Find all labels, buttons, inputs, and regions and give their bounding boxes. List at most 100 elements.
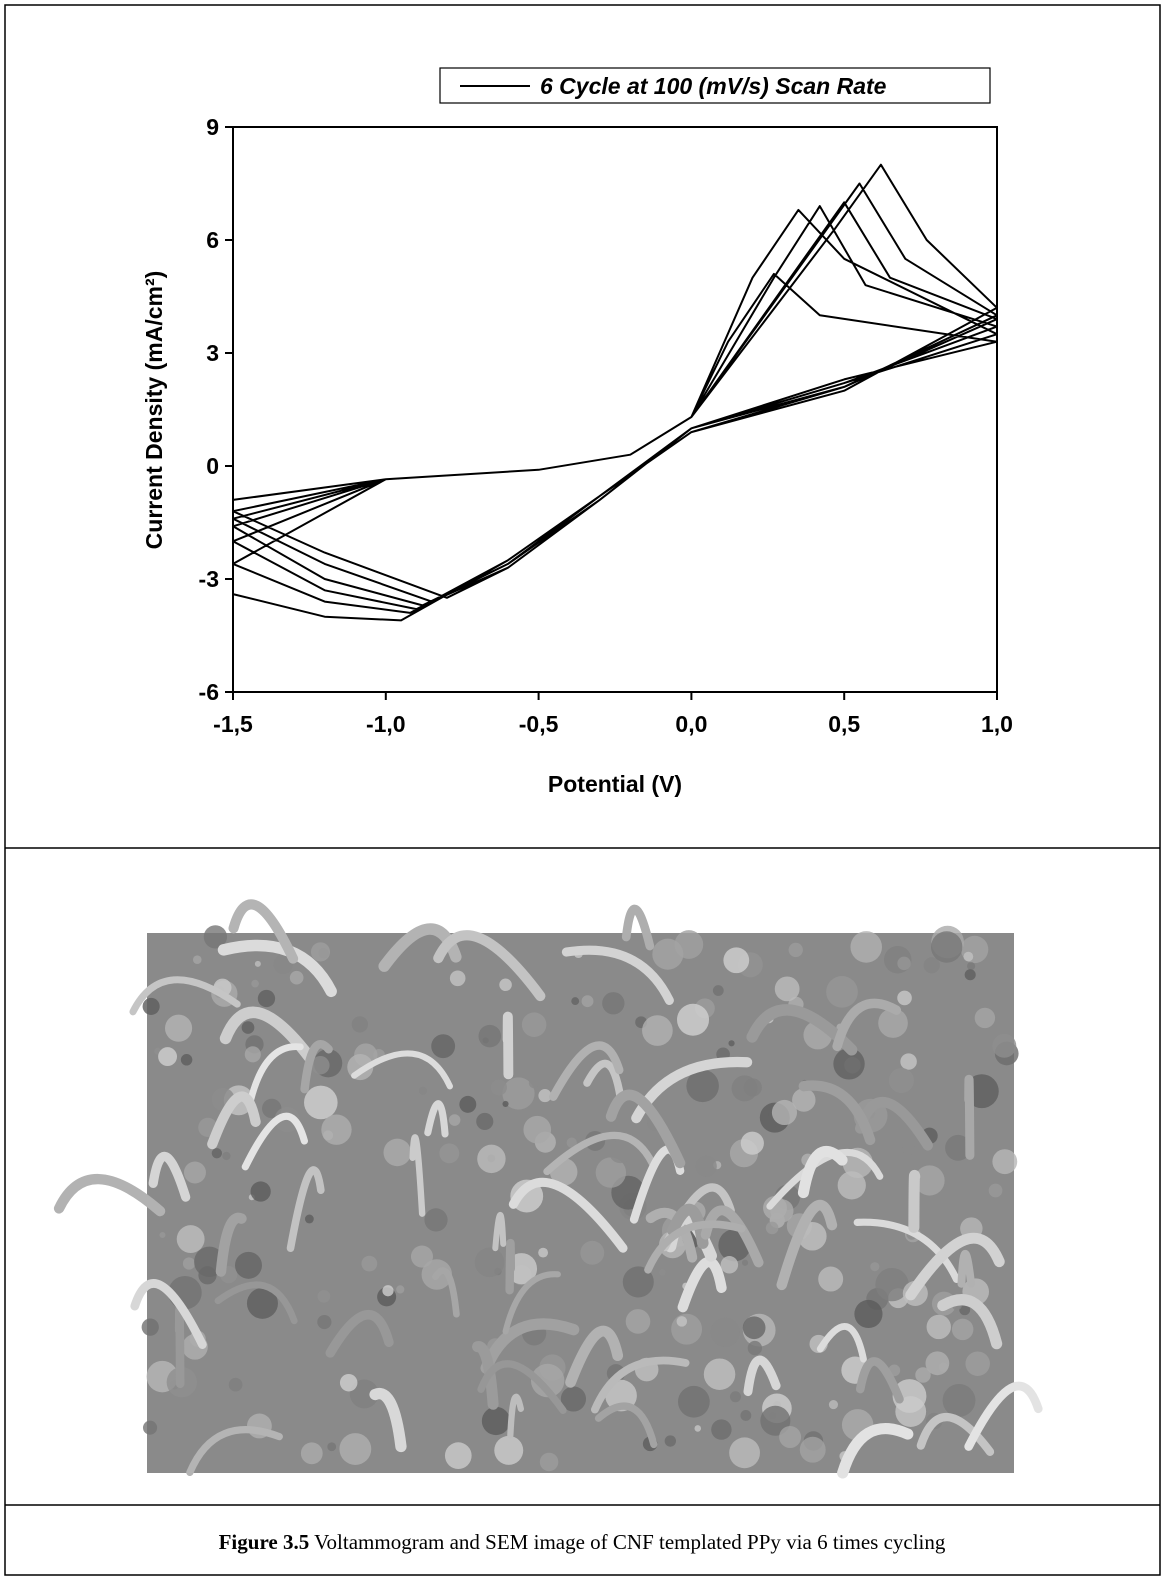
sem-grain (875, 1267, 909, 1302)
sem-grain (538, 1247, 549, 1258)
sem-grain (788, 942, 803, 958)
sem-grain (602, 992, 625, 1015)
sem-grain (327, 1442, 337, 1452)
sem-grain (449, 970, 466, 987)
sem-fiber (565, 1325, 624, 1388)
sem-grain (964, 969, 976, 981)
x-tick-label: 0,0 (675, 711, 707, 737)
sem-grain (915, 1367, 931, 1383)
sem-fiber (300, 1040, 333, 1094)
sem-grain (439, 1143, 460, 1164)
sem-grain (799, 1436, 826, 1463)
sem-grain (729, 1391, 741, 1403)
sem-grain (251, 979, 259, 988)
sem-grain (712, 985, 724, 996)
sem-fiber (964, 1074, 975, 1160)
sem-grain (676, 1003, 710, 1036)
sem-grain (760, 1405, 791, 1436)
sem-grain (676, 1316, 688, 1327)
sem-fiber (543, 1131, 657, 1176)
sem-grain (652, 938, 684, 970)
sem-grain (257, 989, 276, 1008)
sem-fiber (644, 1220, 746, 1274)
sem-grain (410, 1245, 434, 1268)
sem-grain (992, 1149, 1018, 1175)
sem-grain (304, 1085, 338, 1120)
sem-grain (826, 976, 858, 1008)
sem-fiber (129, 976, 241, 1016)
sem-fiber (228, 899, 299, 964)
sem-grain (182, 1257, 196, 1270)
sem-fiber (605, 1089, 686, 1169)
sem-grain (930, 931, 963, 963)
sem-grain (311, 1055, 330, 1075)
sem-grain (967, 962, 976, 971)
table-border (4, 4, 1161, 1576)
sem-fiber (549, 1041, 624, 1101)
sem-fiber (776, 1199, 838, 1291)
sem-grain (729, 1437, 760, 1469)
sem-image (53, 899, 1043, 1479)
sem-fiber (964, 1381, 1043, 1451)
sem-grain (747, 1340, 763, 1356)
sem-fiber (816, 1323, 867, 1363)
sem-grain (771, 1099, 798, 1126)
sem-grain (854, 1299, 883, 1329)
sem-grain (528, 1078, 540, 1089)
sem-grain (477, 1144, 506, 1174)
sem-grain (418, 1086, 427, 1095)
sem-grain (743, 1078, 762, 1097)
sem-grain (678, 1385, 710, 1418)
sem-grain (779, 1426, 802, 1449)
sem-grain (317, 1314, 332, 1330)
sem-fiber (594, 1402, 658, 1449)
sem-grain (900, 1053, 917, 1070)
sem-fiber (480, 1318, 580, 1374)
sem-grain (339, 1433, 372, 1465)
sem-grain (339, 1373, 358, 1392)
sem-fiber (369, 1388, 407, 1453)
sem-grain (490, 1079, 507, 1096)
sem-grain (742, 1316, 766, 1340)
sem-grain (481, 1406, 511, 1436)
sem-grain (211, 1148, 222, 1159)
sem-grain (686, 1069, 719, 1103)
sem-fiber (215, 1212, 247, 1277)
sem-fiber (214, 1281, 298, 1325)
sem-grain (926, 1314, 951, 1340)
sem-fiber (561, 945, 674, 1005)
sem-grain (448, 1114, 461, 1126)
sem-grain (321, 1114, 352, 1145)
sem-fiber (853, 1218, 961, 1284)
sem-grain (566, 1137, 577, 1148)
sem-grain (142, 997, 160, 1015)
sem-grain (499, 978, 512, 992)
sem-grain (317, 1289, 331, 1303)
sem-grain (765, 1221, 779, 1235)
legend-box (439, 67, 991, 104)
sem-grain (234, 1251, 262, 1279)
sem-grain (459, 1095, 477, 1113)
sem-grain (642, 1015, 673, 1046)
sem-grain (740, 1410, 752, 1421)
sem-grain (180, 1054, 193, 1066)
sem-fiber (502, 1011, 514, 1080)
sem-grain (383, 1138, 412, 1167)
sem-grain (530, 1363, 565, 1398)
sem-grain (945, 1134, 971, 1161)
sem-grain (476, 1112, 494, 1131)
sem-grain (710, 1317, 740, 1347)
sem-grain (351, 1016, 368, 1033)
sem-fiber (186, 1426, 283, 1477)
sem-grain (158, 1047, 177, 1067)
sem-grain (502, 1077, 535, 1110)
sem-fiber (837, 1422, 914, 1479)
y-tick-label: 3 (206, 340, 219, 366)
sem-grain (241, 1021, 255, 1034)
sem-grain (361, 1255, 378, 1272)
sem-grain (192, 955, 202, 965)
sem-fiber (409, 1134, 426, 1217)
plot-frame (232, 126, 998, 693)
